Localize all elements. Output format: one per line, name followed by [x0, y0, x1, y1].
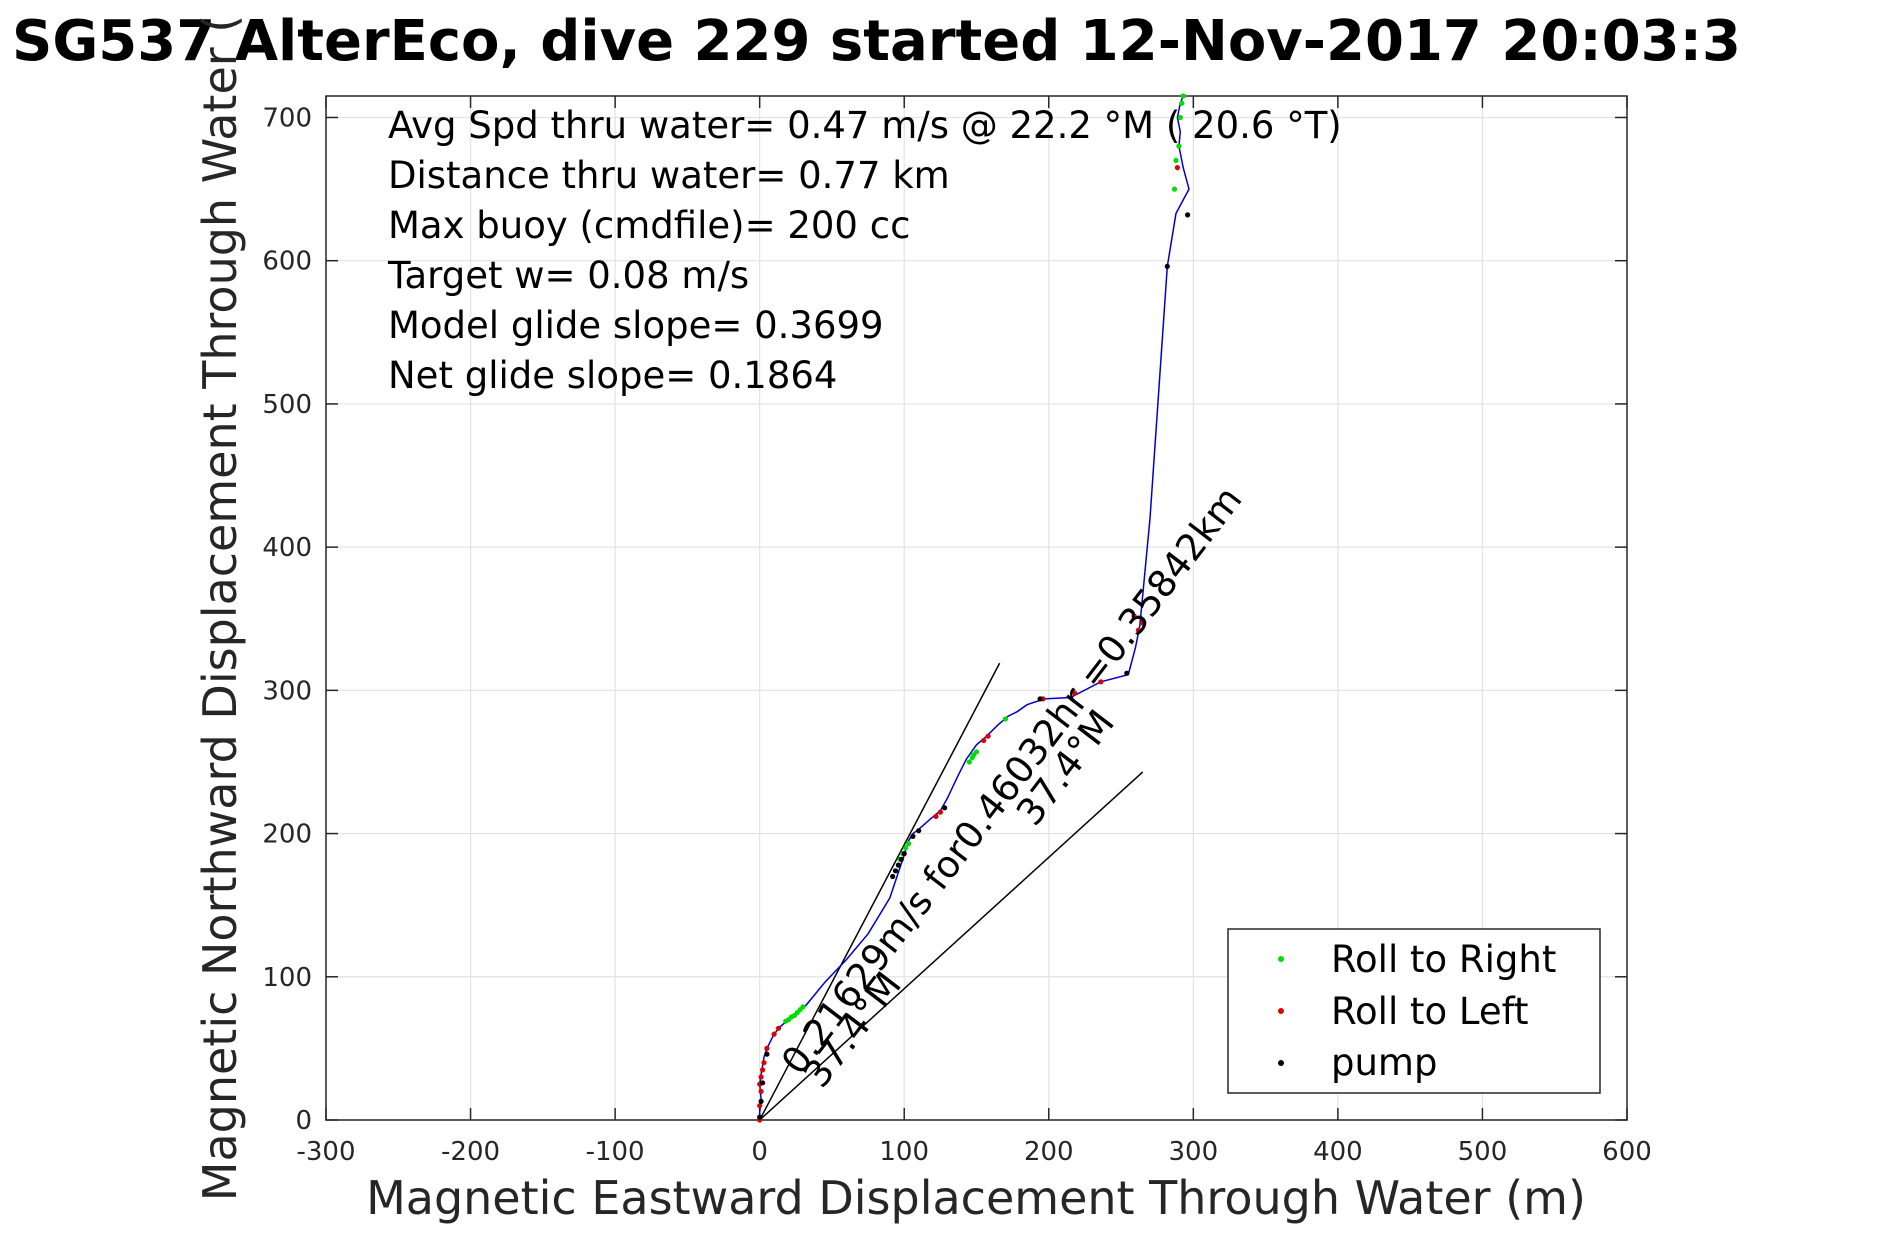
- legend-box: [1227, 928, 1601, 1094]
- pump-point: [895, 862, 902, 868]
- legend-marker-pump: [1278, 1060, 1284, 1066]
- legend-label-roll-right: Roll to Right: [1331, 938, 1556, 981]
- pump-point: [1164, 263, 1170, 269]
- pump-point: [757, 1114, 763, 1120]
- data-points: [757, 93, 1191, 1123]
- x-tick-label: -300: [296, 1137, 355, 1167]
- roll-left-point: [775, 1025, 782, 1031]
- y-tick-label: 200: [262, 820, 312, 850]
- x-tick-label: 600: [1602, 1137, 1652, 1167]
- roll-left-point: [758, 1088, 764, 1094]
- roll-right-point: [906, 841, 912, 847]
- roll-right-point: [800, 1004, 806, 1010]
- roll-left-point: [764, 1045, 770, 1051]
- roll-left-point: [933, 813, 939, 820]
- roll-left-point: [937, 809, 944, 815]
- y-tick-label: 600: [262, 247, 312, 277]
- roll-left-point: [1131, 613, 1137, 619]
- chart-title: SG537 AlterEco, dive 229 started 12-Nov-…: [12, 9, 1741, 74]
- roll-left-point: [1140, 620, 1146, 626]
- roll-left-point: [757, 1103, 763, 1109]
- axis-ticks: -300 -200 -100 0 100 200 300 400 500 600 0 100 200 30…: [262, 96, 1652, 1167]
- y-tick-label: 500: [262, 390, 312, 420]
- roll-right-point: [903, 845, 909, 851]
- pump-point: [916, 828, 922, 834]
- roll-right-point: [1002, 716, 1009, 722]
- y-tick-label: 700: [262, 103, 312, 133]
- y-tick-label: 300: [262, 676, 312, 706]
- x-tick-label: -100: [586, 1137, 645, 1167]
- roll-left-point: [1135, 627, 1141, 633]
- pump-point: [890, 873, 896, 880]
- roll-right-point: [973, 749, 980, 755]
- roll-right-point: [1176, 143, 1182, 149]
- legend-label-roll-left: Roll to Left: [1331, 990, 1529, 1033]
- x-tick-label: 300: [1169, 1137, 1219, 1167]
- pump-point: [1037, 696, 1043, 702]
- x-axis-label: Magnetic Eastward Displacement Through W…: [366, 1171, 1586, 1225]
- pump-point: [910, 833, 916, 840]
- y-tick-label: 100: [262, 963, 312, 993]
- pump-point: [760, 1080, 766, 1086]
- pump-point: [1185, 212, 1191, 218]
- info-line-model-glide: Model glide slope= 0.3699: [388, 304, 884, 347]
- roll-left-point: [1098, 679, 1104, 685]
- info-line-net-glide: Net glide slope= 0.1864: [388, 354, 837, 397]
- roll-right-point: [1179, 100, 1185, 106]
- legend: Roll to Right Roll to Left pump: [1227, 928, 1601, 1094]
- pump-point: [901, 851, 907, 857]
- pump-point: [892, 868, 899, 874]
- x-tick-label: 200: [1024, 1137, 1074, 1167]
- plot-area-frame: [325, 95, 1628, 1121]
- info-line-max-buoy: Max buoy (cmdfile)= 200 cc: [388, 204, 910, 247]
- roll-right-point: [1180, 93, 1186, 99]
- roll-left-point: [758, 1074, 764, 1080]
- info-line-avg-speed: Avg Spd thru water= 0.47 m/s @ 22.2 °M (…: [388, 104, 1342, 147]
- info-box: Avg Spd thru water= 0.47 m/s @ 22.2 °M (…: [387, 104, 1342, 397]
- pump-point: [764, 1051, 770, 1057]
- roll-left-point: [760, 1067, 766, 1073]
- info-line-target-w: Target w= 0.08 m/s: [387, 254, 749, 297]
- roll-left-point: [1072, 690, 1078, 696]
- roll-right-point: [1173, 157, 1179, 163]
- y-tick-label: 400: [262, 533, 312, 563]
- x-tick-label: 500: [1458, 1137, 1508, 1167]
- legend-label-pump: pump: [1331, 1041, 1437, 1084]
- reference-lines: [759, 662, 1144, 1121]
- roll-left-point: [981, 737, 987, 744]
- roll-left-point: [771, 1031, 777, 1037]
- x-tick-label: 0: [751, 1137, 768, 1167]
- legend-marker-roll-right: [1278, 956, 1284, 962]
- pump-point: [1124, 670, 1130, 676]
- roll-right-point: [1171, 186, 1178, 192]
- pump-point: [898, 856, 904, 862]
- x-tick-label: 100: [879, 1137, 929, 1167]
- roll-left-point: [761, 1060, 767, 1066]
- roll-right-point: [966, 759, 972, 765]
- roll-left-point: [1174, 165, 1180, 171]
- roll-left-point: [985, 733, 991, 739]
- heading-reference-line: [759, 771, 1144, 1121]
- x-tick-label: 400: [1313, 1137, 1363, 1167]
- x-tick-label: -200: [441, 1137, 500, 1167]
- legend-marker-roll-left: [1278, 1008, 1284, 1014]
- heading-reference-line: [759, 662, 1001, 1121]
- y-axis-label: Magnetic Northward Displacement Through …: [193, 15, 247, 1201]
- pump-point: [942, 805, 948, 811]
- pump-point: [758, 1098, 764, 1104]
- y-tick-label: 0: [295, 1106, 312, 1136]
- info-line-distance: Distance thru water= 0.77 km: [388, 154, 950, 197]
- roll-right-point: [1177, 114, 1183, 121]
